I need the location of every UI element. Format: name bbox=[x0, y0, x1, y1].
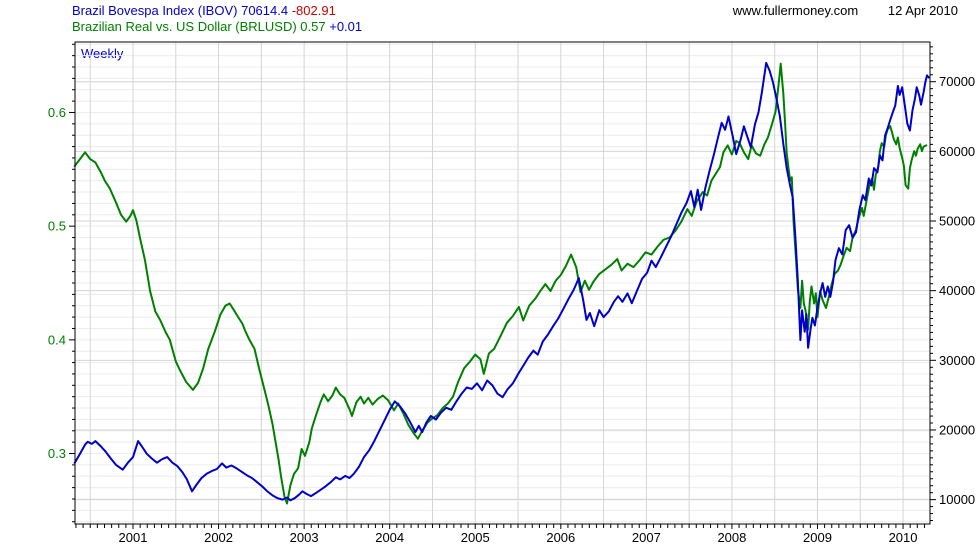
ibov-title: Brazil Bovespa Index (IBOV) bbox=[72, 3, 238, 18]
brlusd-title-line: Brazilian Real vs. US Dollar (BRLUSD) 0.… bbox=[72, 19, 362, 34]
left-axis-tick-label: 0.5 bbox=[48, 219, 66, 234]
right-axis-tick-label: 50000 bbox=[939, 214, 975, 229]
site-text: www.fullermoney.com bbox=[732, 3, 859, 18]
right-axis-tick-label: 40000 bbox=[939, 283, 975, 298]
brlusd-title: Brazilian Real vs. US Dollar (BRLUSD) bbox=[72, 19, 297, 34]
right-axis-tick-label: 60000 bbox=[939, 144, 975, 159]
x-axis-tick-label: 2008 bbox=[717, 530, 746, 545]
right-axis-tick-label: 70000 bbox=[939, 74, 975, 89]
x-axis-tick-label: 2001 bbox=[119, 530, 148, 545]
x-axis-tick-label: 2010 bbox=[889, 530, 918, 545]
ibov-line bbox=[73, 61, 931, 502]
ibov-change: -802.91 bbox=[291, 3, 336, 18]
right-axis-tick-label: 10000 bbox=[939, 492, 975, 507]
x-axis-tick-label: 2003 bbox=[290, 530, 319, 545]
x-axis-tick-label: 2004 bbox=[375, 530, 404, 545]
frequency-label: Weekly bbox=[81, 46, 124, 61]
ibov-value: 70614.4 bbox=[241, 3, 289, 18]
date-text: 12 Apr 2010 bbox=[887, 3, 958, 18]
x-axis-tick-label: 2009 bbox=[803, 530, 832, 545]
right-axis-tick-label: 20000 bbox=[939, 422, 975, 437]
axis-labels: 2001 2002 2003 2004 2005 2006 2007 2008 2009 2010… bbox=[48, 74, 975, 545]
x-axis-tick-label: 2005 bbox=[461, 530, 490, 545]
left-axis-tick-label: 0.4 bbox=[48, 332, 66, 347]
brlusd-line bbox=[73, 62, 928, 505]
left-axis-tick-label: 0.6 bbox=[48, 105, 66, 120]
ibov-title-line: Brazil Bovespa Index (IBOV) 70614.4 -802… bbox=[72, 3, 336, 18]
left-axis-tick-label: 0.3 bbox=[48, 446, 66, 461]
axis-ticks bbox=[69, 43, 936, 529]
x-axis-tick-label: 2002 bbox=[204, 530, 233, 545]
x-axis-tick-label: 2006 bbox=[546, 530, 575, 545]
x-axis-tick-label: 2007 bbox=[632, 530, 661, 545]
right-axis-tick-label: 30000 bbox=[939, 353, 975, 368]
grid-vertical bbox=[89, 42, 904, 524]
brlusd-change: +0.01 bbox=[329, 19, 363, 34]
brlusd-value: 0.57 bbox=[300, 19, 326, 34]
header-right: www.fullermoney.com 12 Apr 2010 bbox=[733, 3, 958, 18]
